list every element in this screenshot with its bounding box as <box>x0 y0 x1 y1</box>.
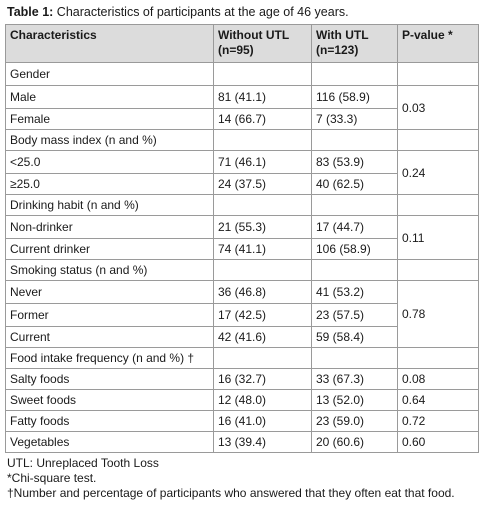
cell-with-utl: 41 (53.2) <box>311 280 398 304</box>
row-label: Male <box>5 85 214 109</box>
table-caption-text: Characteristics of participants at the a… <box>53 5 349 19</box>
cell-with-utl: 106 (58.9) <box>311 238 398 260</box>
footnote-dagger: †Number and percentage of participants w… <box>7 486 455 500</box>
group-label: Body mass index (n and %) <box>5 129 214 151</box>
table-row: Non-drinker 21 (55.3) 17 (44.7) 0.11 <box>5 215 479 260</box>
characteristics-table: Characteristics Without UTL (n=95) With … <box>5 24 479 453</box>
cell-without-utl: 14 (66.7) <box>213 108 312 130</box>
group-label: Food intake frequency (n and %) † <box>5 347 214 369</box>
header-with-utl: With UTL (n=123) <box>311 24 398 63</box>
row-label: Vegetables <box>5 431 214 453</box>
group-label: Smoking status (n and %) <box>5 259 214 281</box>
cell-without-utl: 16 (32.7) <box>213 368 312 390</box>
cell-p-value: 0.08 <box>397 368 479 390</box>
group-row-bmi: Body mass index (n and %) <box>5 129 479 151</box>
cell-p-value: 0.24 <box>397 150 479 195</box>
cell-p-value: 0.11 <box>397 215 479 260</box>
table-row: Former 17 (42.5) 23 (57.5) <box>5 303 479 327</box>
header-p-value: P-value * <box>397 24 479 63</box>
header-characteristics: Characteristics <box>5 24 214 63</box>
cell-with-utl: 23 (59.0) <box>311 410 398 432</box>
group-label: Gender <box>5 62 214 86</box>
footnote-abbreviation: UTL: Unreplaced Tooth Loss <box>7 456 159 470</box>
table-row: Salty foods 16 (32.7) 33 (67.3) 0.08 <box>5 368 479 390</box>
row-label: <25.0 <box>5 150 214 174</box>
cell-without-utl: 71 (46.1) <box>213 150 312 174</box>
row-label: Current <box>5 326 214 348</box>
cell-without-utl: 17 (42.5) <box>213 303 312 327</box>
cell-p-value: 0.03 <box>397 85 479 130</box>
cell-without-utl: 74 (41.1) <box>213 238 312 260</box>
table-row: Vegetables 13 (39.4) 20 (60.6) 0.60 <box>5 431 479 453</box>
cell-with-utl: 7 (33.3) <box>311 108 398 130</box>
row-label: Former <box>5 303 214 327</box>
table-row: Fatty foods 16 (41.0) 23 (59.0) 0.72 <box>5 410 479 432</box>
cell-without-utl: 42 (41.6) <box>213 326 312 348</box>
group-row-smoking: Smoking status (n and %) <box>5 259 479 281</box>
table-row: Never 36 (46.8) 41 (53.2) 0.78 <box>5 280 479 348</box>
table-footnotes: UTL: Unreplaced Tooth Loss *Chi-square t… <box>7 456 480 501</box>
cell-with-utl: 59 (58.4) <box>311 326 398 348</box>
table-row: Male 81 (41.1) 116 (58.9) 0.03 <box>5 85 479 130</box>
table-header-row: Characteristics Without UTL (n=95) With … <box>5 24 479 63</box>
cell-with-utl: 40 (62.5) <box>311 173 398 195</box>
table-caption-label: Table 1: <box>7 5 54 19</box>
table-row: ≥25.0 24 (37.5) 40 (62.5) <box>5 173 479 195</box>
group-row-gender: Gender <box>5 62 479 86</box>
table-caption: Table 1: Characteristics of participants… <box>7 5 349 20</box>
group-row-food: Food intake frequency (n and %) † <box>5 347 479 369</box>
row-label: Never <box>5 280 214 304</box>
cell-without-utl: 81 (41.1) <box>213 85 312 109</box>
group-row-drinking: Drinking habit (n and %) <box>5 194 479 216</box>
footnote-chi-square: *Chi-square test. <box>7 471 97 485</box>
group-label: Drinking habit (n and %) <box>5 194 214 216</box>
cell-with-utl: 17 (44.7) <box>311 215 398 239</box>
row-label: Sweet foods <box>5 389 214 411</box>
cell-with-utl: 20 (60.6) <box>311 431 398 453</box>
row-label: ≥25.0 <box>5 173 214 195</box>
cell-without-utl: 12 (48.0) <box>213 389 312 411</box>
cell-with-utl: 83 (53.9) <box>311 150 398 174</box>
cell-with-utl: 33 (67.3) <box>311 368 398 390</box>
table-row: <25.0 71 (46.1) 83 (53.9) 0.24 <box>5 150 479 195</box>
cell-without-utl: 13 (39.4) <box>213 431 312 453</box>
cell-with-utl: 13 (52.0) <box>311 389 398 411</box>
cell-without-utl: 16 (41.0) <box>213 410 312 432</box>
cell-with-utl: 116 (58.9) <box>311 85 398 109</box>
cell-without-utl: 21 (55.3) <box>213 215 312 239</box>
cell-p-value: 0.72 <box>397 410 479 432</box>
table-row: Sweet foods 12 (48.0) 13 (52.0) 0.64 <box>5 389 479 411</box>
cell-p-value: 0.64 <box>397 389 479 411</box>
row-label: Fatty foods <box>5 410 214 432</box>
row-label: Female <box>5 108 214 130</box>
cell-with-utl: 23 (57.5) <box>311 303 398 327</box>
cell-p-value: 0.60 <box>397 431 479 453</box>
header-without-utl: Without UTL (n=95) <box>213 24 312 63</box>
row-label: Current drinker <box>5 238 214 260</box>
row-label: Non-drinker <box>5 215 214 239</box>
cell-p-value: 0.78 <box>397 280 479 348</box>
row-label: Salty foods <box>5 368 214 390</box>
cell-without-utl: 36 (46.8) <box>213 280 312 304</box>
cell-without-utl: 24 (37.5) <box>213 173 312 195</box>
